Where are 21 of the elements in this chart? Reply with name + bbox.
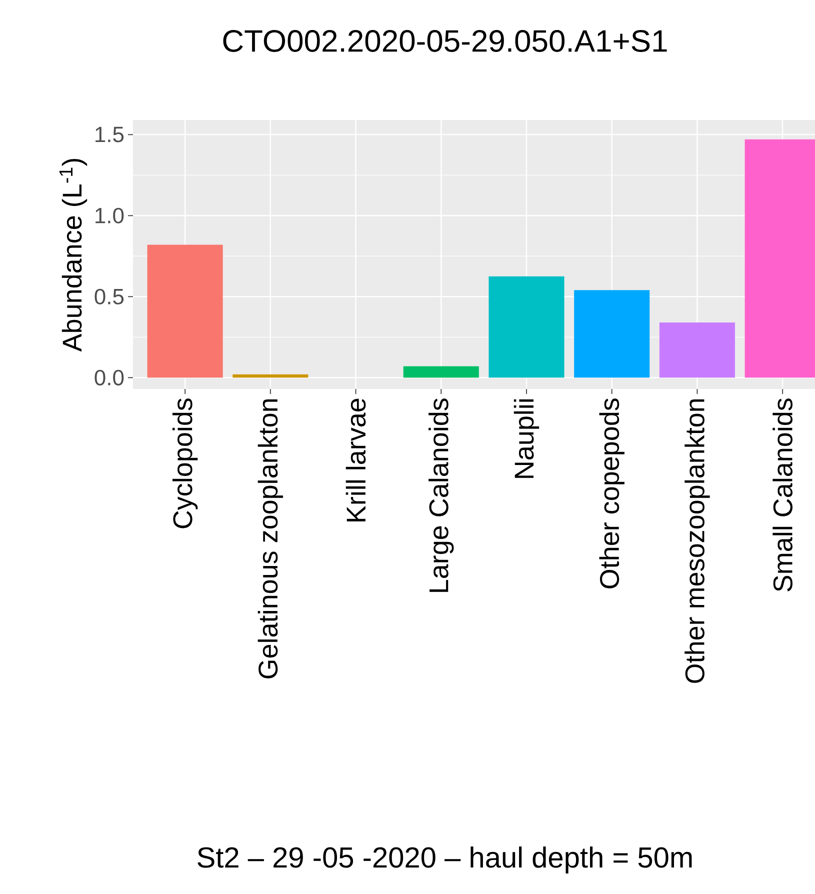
bar: [574, 290, 650, 378]
chart-title: CTO002.2020-05-29.050.A1+S1: [223, 30, 667, 52]
y-tick-label: 0.5: [94, 288, 124, 304]
x-tick-label: Nauplii: [514, 399, 540, 478]
y-tick-label: 0.0: [94, 370, 124, 386]
x-tick-label: Large Calanoids: [428, 398, 454, 592]
text: St2 – 29 -05 -2020 – haul depth = 50m: [198, 846, 692, 874]
bar: [659, 322, 735, 378]
x-tick-label: Gelatinous zooplankton: [258, 399, 284, 678]
bar: [232, 374, 308, 378]
bar: [403, 366, 479, 378]
bar: [488, 276, 564, 378]
y-tick-label: 1.5: [96, 126, 124, 142]
bar: [147, 244, 223, 378]
y-tick-label: 1.0: [96, 208, 124, 224]
x-tick-label: Krill larvae: [346, 398, 366, 522]
x-tick-label: Other copepods: [599, 398, 624, 588]
x-tick-label: Small Calanoids: [772, 398, 792, 592]
x-tick-label: Cyclopoids: [172, 398, 198, 528]
x-tick-label: Other mesozooplankton: [684, 399, 710, 683]
y-axis-title: Abundance (L$^{-1}$): [59, 158, 88, 352]
